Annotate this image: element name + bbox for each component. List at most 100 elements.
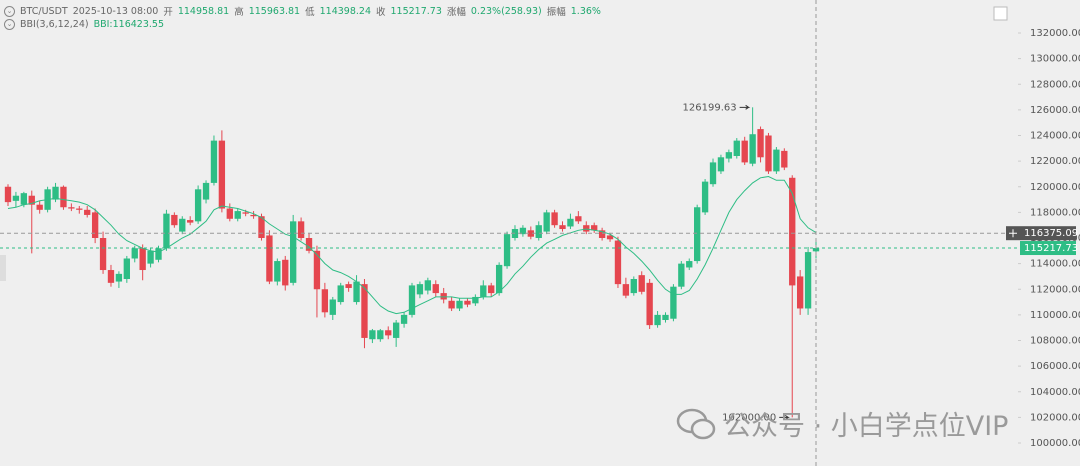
- y-tick-label: 108000.00: [1030, 336, 1080, 347]
- fullscreen-button[interactable]: [993, 6, 1008, 21]
- candle-body: [551, 212, 558, 226]
- candle-body: [464, 300, 471, 305]
- candle-body: [670, 286, 677, 319]
- candle-body: [765, 135, 772, 172]
- close-value: 115217.73: [390, 5, 442, 17]
- candle-body: [250, 214, 257, 217]
- y-tick-label: 128000.00: [1030, 79, 1080, 90]
- candle-body: [535, 225, 542, 238]
- candle-body: [194, 189, 202, 222]
- candle-body: [646, 282, 653, 326]
- candle-body: [472, 296, 479, 304]
- candle-body: [503, 234, 511, 267]
- candle-body: [709, 162, 717, 185]
- amplitude-value: 1.36%: [570, 5, 601, 17]
- candle-body: [701, 181, 709, 213]
- candle-body: [218, 140, 226, 209]
- candle-body: [52, 186, 59, 200]
- candle-body: [385, 330, 392, 336]
- candle-body: [210, 140, 218, 183]
- side-tab[interactable]: [0, 255, 6, 281]
- candle-body: [242, 212, 249, 214]
- candle-body: [234, 211, 241, 219]
- crosshair-label: 116375.09: [1024, 228, 1078, 239]
- arrow: [739, 104, 751, 110]
- candle-body: [733, 140, 740, 156]
- plus-icon: [1009, 229, 1017, 238]
- candle-body: [84, 209, 91, 215]
- indicator-name: BBI(3,6,12,24): [20, 19, 89, 30]
- candle-body: [606, 235, 614, 240]
- candle-body: [725, 152, 733, 159]
- label: 涨幅: [446, 7, 466, 18]
- y-tick-label: 120000.00: [1030, 182, 1080, 193]
- candle-body: [519, 227, 527, 235]
- candle-body: [258, 216, 265, 238]
- candle-body: [91, 212, 99, 238]
- candle-body: [480, 285, 487, 297]
- y-tick-label: 114000.00: [1030, 259, 1080, 270]
- candle-body: [440, 293, 447, 300]
- change-value: 0.23%(258.93): [470, 5, 542, 17]
- y-tick-label: 100000.00: [1030, 438, 1080, 449]
- candle-body: [226, 208, 233, 219]
- candle-body: [575, 216, 582, 222]
- candle-body: [638, 275, 645, 292]
- candle-body: [99, 238, 107, 271]
- toggle-icon[interactable]: ⌄: [4, 19, 15, 30]
- y-tick-label: 102000.00: [1030, 412, 1080, 423]
- candle-body: [527, 230, 534, 237]
- candle-body: [488, 285, 495, 294]
- time: 2025-10-13 08:00: [72, 5, 159, 17]
- candle-body: [68, 207, 75, 209]
- candle-body: [155, 248, 162, 260]
- candle-body: [131, 248, 138, 259]
- candle-body: [773, 149, 780, 172]
- y-tick-label: 110000.00: [1030, 310, 1080, 321]
- header-row: ⌄ BTC/USDT 2025-10-13 08:00 开 114958.81 高…: [4, 4, 601, 18]
- candle-body: [662, 314, 669, 320]
- candle-body: [305, 238, 313, 251]
- open-value: 114958.81: [177, 5, 230, 17]
- candle-body: [179, 218, 186, 232]
- y-tick-label: 106000.00: [1030, 361, 1080, 372]
- candle-body: [448, 300, 455, 309]
- candle-body: [202, 182, 210, 200]
- candle-body: [107, 270, 115, 283]
- label: 高: [234, 7, 244, 18]
- last-price-box: [1020, 241, 1076, 256]
- high-annotation: 126199.63: [683, 102, 737, 113]
- candle-body: [353, 281, 360, 303]
- watermark: 公众号 · 小白学点位VIP: [676, 404, 1008, 443]
- candle-body: [614, 240, 622, 285]
- candle-body: [678, 263, 685, 287]
- candle-body: [377, 330, 384, 340]
- candle-body: [60, 186, 67, 208]
- y-tick-label: 124000.00: [1030, 131, 1080, 142]
- candle-body: [36, 204, 43, 210]
- candle-body: [424, 280, 432, 291]
- label: 收: [375, 7, 386, 18]
- candle-body: [567, 218, 574, 227]
- arrow: [779, 414, 790, 420]
- candle-body: [337, 285, 344, 303]
- toggle-icon[interactable]: ⌄: [4, 5, 15, 17]
- candle-body: [812, 248, 820, 252]
- candle-body: [400, 314, 408, 324]
- candle-body: [187, 220, 194, 223]
- crosshair-box: [1020, 226, 1076, 241]
- candle-body: [456, 300, 463, 309]
- high-value: 115963.81: [248, 5, 301, 17]
- y-tick-label: 122000.00: [1030, 156, 1080, 167]
- label: 低: [305, 7, 315, 18]
- candle-body: [416, 284, 424, 295]
- candle-body: [28, 195, 35, 205]
- candle-body: [804, 252, 812, 309]
- candle-body: [686, 261, 693, 268]
- candle-body: [432, 284, 439, 294]
- candle-body: [630, 279, 637, 294]
- indicator-row: ⌄ BBI(3,6,12,24) BBI:116423.55: [4, 19, 164, 30]
- bbi-line: [7, 175, 817, 315]
- candle-body: [789, 177, 796, 286]
- candle-body: [392, 322, 400, 338]
